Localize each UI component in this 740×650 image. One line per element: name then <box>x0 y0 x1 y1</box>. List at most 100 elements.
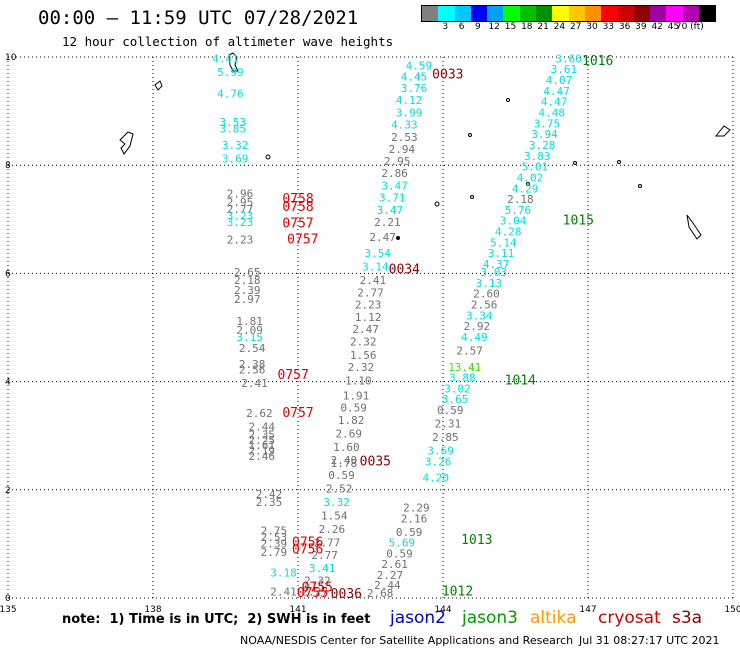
wave-height-value: 2.60 <box>473 288 500 301</box>
wave-height-value: 2.25 <box>249 434 276 447</box>
x-tick-label: 150 <box>724 605 740 615</box>
coastline-islet <box>638 184 642 188</box>
wave-height-value: 2.44 <box>374 579 401 592</box>
coastline-islet <box>617 160 621 164</box>
wave-height-value: 0.59 <box>340 401 367 414</box>
pass-time-label: 0033 <box>432 68 463 83</box>
legend-swatch <box>584 6 602 21</box>
wave-height-value: 4.47 <box>543 85 570 98</box>
legend-label: 6 <box>458 22 465 32</box>
wave-height-value: 3.34 <box>466 309 493 322</box>
legend-swatch <box>536 6 553 21</box>
wave-height-value: 2.77 <box>314 537 341 550</box>
wave-height-value: 3.28 <box>529 139 556 152</box>
wave-height-value: 2.26 <box>319 523 346 536</box>
wave-height-value: 2.39 <box>234 284 261 297</box>
pass-time-label: 0036 <box>331 587 362 602</box>
wave-height-value: 3.41 <box>309 562 336 575</box>
wave-height-value: 2.75 <box>261 525 288 538</box>
legend-label: 45 <box>667 22 680 32</box>
wave-height-value: 3.66 <box>555 52 582 65</box>
x-tick-label: 135 <box>0 605 17 615</box>
wave-height-value: 5.99 <box>217 66 244 79</box>
wave-height-value: 4.20 <box>423 472 450 485</box>
wave-height-value: 3.11 <box>488 247 515 260</box>
wave-height-value: 5.69 <box>389 537 416 550</box>
pass-time-label: 0757 <box>287 233 318 248</box>
wave-height-value: 2.32 <box>350 335 377 348</box>
wave-height-value: 3.32 <box>323 496 350 509</box>
wave-height-value: 3.15 <box>236 331 263 344</box>
wave-height-value: 3.88 <box>449 372 476 385</box>
wave-height-value: 2.32 <box>348 361 375 374</box>
pass-time-label: 0757 <box>282 406 313 421</box>
wave-height-value: 2.54 <box>239 342 266 355</box>
wave-height-value: 1.10 <box>345 374 372 387</box>
pass-time-label: 0758 <box>282 192 313 207</box>
wave-height-value: 3.14 <box>362 261 389 274</box>
legend-swatch <box>682 6 700 21</box>
legend-label: 21 <box>537 22 549 32</box>
credit-line: NOAA/NESDIS Center for Satellite Applica… <box>240 634 574 647</box>
wave-height-value: 2.77 <box>357 287 384 300</box>
wave-height-value: 5.01 <box>522 161 549 174</box>
coastline-island <box>228 52 239 72</box>
wave-height-value: 2.40 <box>331 454 358 467</box>
coastline-islet <box>526 182 530 186</box>
legend-label: 27 <box>569 22 582 32</box>
footnote: note: 1) Time is in UTC; 2) SWH is in fe… <box>62 612 371 627</box>
wave-height-value: 3.26 <box>425 455 452 468</box>
wave-height-value: 2.19 <box>249 445 276 458</box>
x-tick-label: 141 <box>289 605 306 615</box>
axis-tick-labels: 135 138 141 144 147 150 0 2 4 6 8 10 <box>0 53 740 615</box>
wave-height-value: 2.95 <box>227 196 254 209</box>
wave-height-value: 1.56 <box>350 349 377 362</box>
color-scale-labels: 3 6 9 12 15 18 21 24 27 30 33 36 39 42 45 70 (ft) <box>421 22 731 34</box>
legend-swatch <box>503 6 520 21</box>
wave-height-value: 2.77 <box>311 549 338 562</box>
wave-height-value: 1.81 <box>236 315 263 328</box>
pass-time-label: 0755 <box>297 586 328 601</box>
pass-time-label: 0758 <box>282 200 313 215</box>
coastline-islet <box>468 133 472 137</box>
pass-time-label: 0035 <box>360 454 391 469</box>
wave-height-value: 3.71 <box>379 191 406 204</box>
wave-height-value: 2.27 <box>377 569 404 582</box>
wave-height-value: 2.44 <box>249 420 276 433</box>
wave-height-value: 2.56 <box>239 363 266 376</box>
wave-height-value: 1.54 <box>321 510 348 523</box>
wave-height-value: 4.49 <box>461 331 488 344</box>
wave-height-value: 2.79 <box>261 546 288 559</box>
x-tick-label: 144 <box>434 605 451 615</box>
legend-label: 18 <box>521 22 533 32</box>
pass-time-labels: 1016 1015 1014 1013 1012 0033 0034 0035 0036 0758… <box>278 54 614 602</box>
pass-time-label: 0757 <box>278 368 309 383</box>
wave-height-value: 2.97 <box>234 293 261 306</box>
wave-height-value: 2.35 <box>256 496 283 509</box>
wave-height-value: 2.31 <box>435 418 462 431</box>
legend-label: 42 <box>651 22 663 32</box>
wave-height-value: 2.18 <box>507 193 534 206</box>
wave-height-value: 2.95 <box>384 155 411 168</box>
legend-swatch <box>568 6 585 21</box>
wave-height-value: 2.38 <box>239 358 266 371</box>
page-title: 00:00 – 11:59 UTC 07/28/2021 <box>38 7 359 29</box>
wave-height-value: 4.59 <box>406 59 433 72</box>
wave-height-value: 4.47 <box>541 96 568 109</box>
wave-height-value: 1.78 <box>331 457 358 470</box>
wave-height-value: 4.48 <box>539 107 566 120</box>
wave-height-value: 3.23 <box>227 216 254 229</box>
wave-height-value: 2.96 <box>227 188 254 201</box>
wave-height-value: 4.76 <box>217 88 244 101</box>
coastline-islet <box>470 195 474 199</box>
wave-height-value: 3.47 <box>381 180 408 193</box>
wave-height-value: 1.91 <box>343 389 370 402</box>
wave-height-value: 2.41 <box>241 377 268 390</box>
mission-jason3: jason3 <box>462 608 518 628</box>
coastline-islet <box>506 98 510 102</box>
wave-height-value: 4.41 <box>212 52 239 65</box>
generation-timestamp: Jul 31 08:27:17 UTC 2021 <box>579 634 720 647</box>
legend-swatch <box>617 6 634 21</box>
wave-height-value: 2.47 <box>369 231 396 244</box>
wave-height-value: 4.02 <box>517 171 544 184</box>
